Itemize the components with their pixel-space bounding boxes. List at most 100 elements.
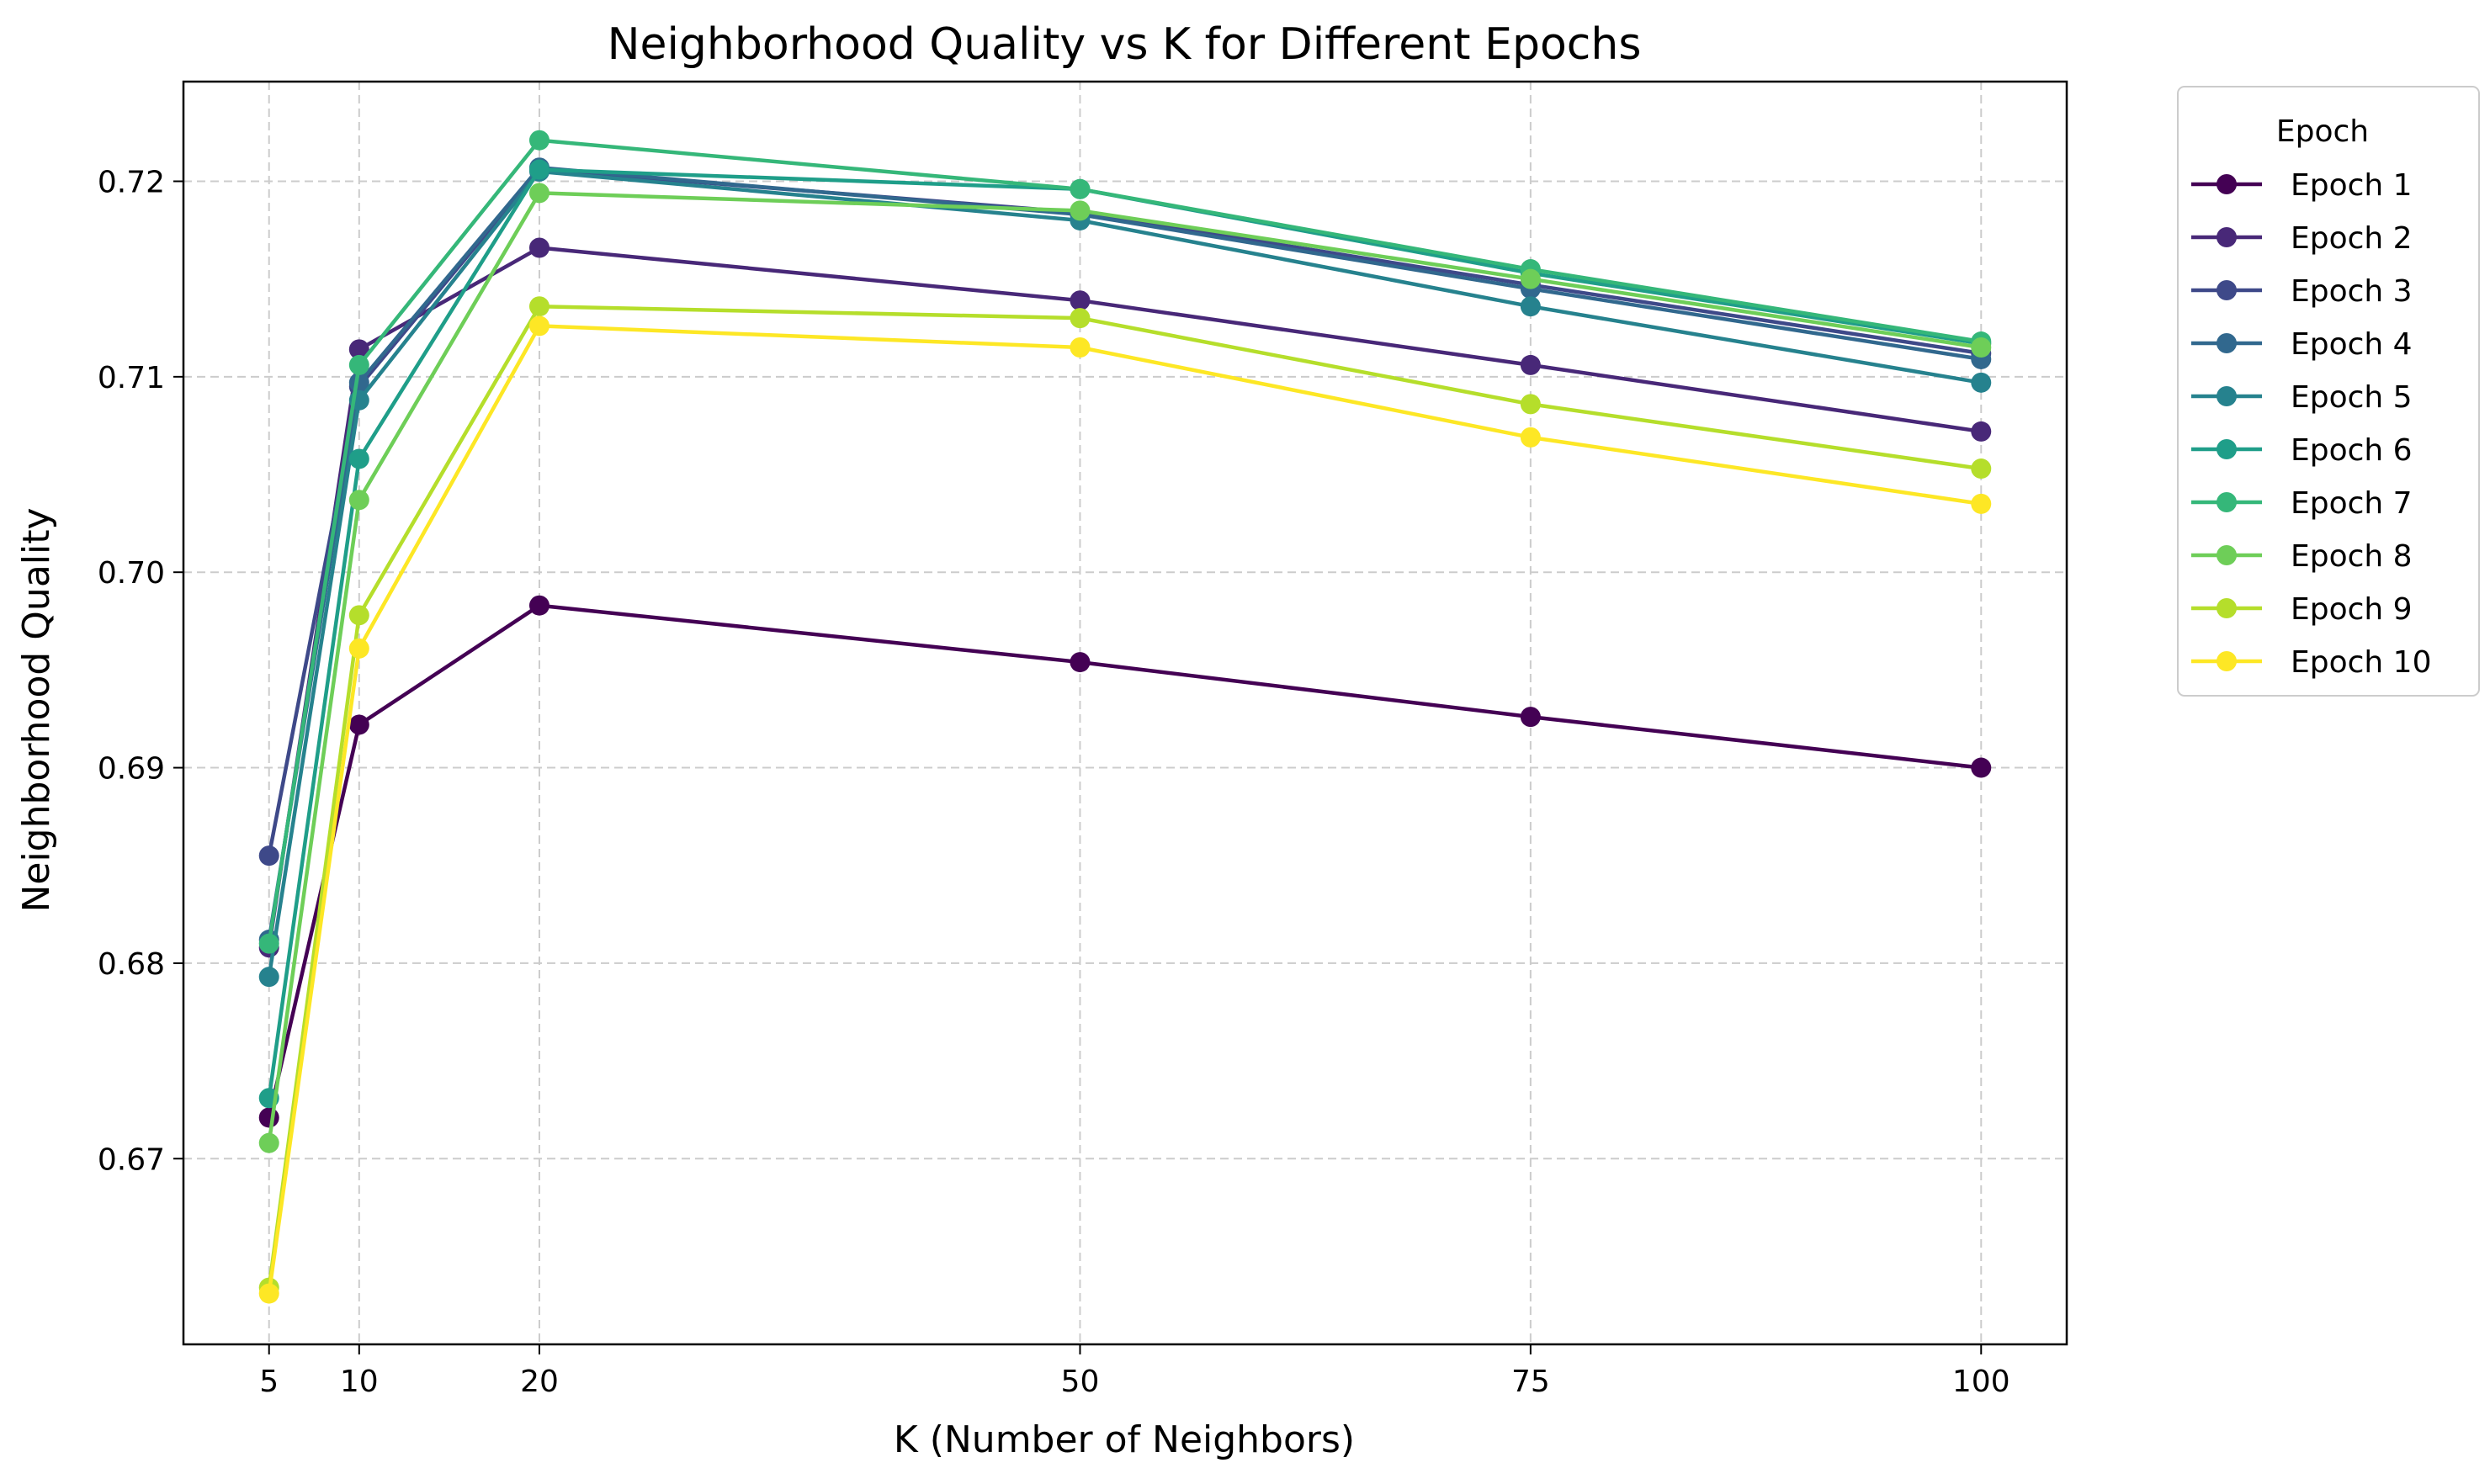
legend-items: Epoch 1 Epoch 2 Epoch 3 Epoch 4 Epoch 5 Epoch… [2191, 168, 2431, 680]
y-tick-label: 0.67 [98, 1142, 165, 1177]
data-point [258, 1107, 279, 1128]
legend-label: Epoch 6 [2291, 433, 2413, 468]
legend-label: Epoch 7 [2291, 486, 2413, 521]
x-axis-ticks: 5 10 20 50 75 100 [259, 1344, 2010, 1399]
data-point [258, 1132, 279, 1153]
data-point [1971, 493, 1992, 514]
y-tick-label: 0.71 [98, 361, 165, 395]
x-tick-label: 100 [1952, 1365, 2010, 1399]
data-point [1520, 707, 1541, 728]
legend-marker [2217, 280, 2237, 300]
chart-title: Neighborhood Quality vs K for Different … [608, 19, 1642, 70]
y-tick-label: 0.70 [98, 556, 165, 591]
data-point [1971, 757, 1992, 778]
y-axis-ticks: 0.67 0.68 0.69 0.70 0.71 0.72 [98, 166, 183, 1177]
series-line [267, 167, 1982, 1099]
data-point [528, 183, 549, 204]
data-point [348, 605, 369, 626]
series-line [267, 165, 1982, 941]
data-point [1520, 354, 1541, 375]
data-point [1070, 290, 1091, 311]
data-point [258, 845, 279, 867]
legend-label: Epoch 3 [2291, 274, 2413, 309]
data-point [348, 490, 369, 511]
data-point [258, 1283, 279, 1304]
data-point [1520, 268, 1541, 289]
legend-item-epoch-9: Epoch 9 [2191, 592, 2413, 627]
x-tick-label: 10 [340, 1365, 379, 1399]
data-point [1070, 308, 1091, 329]
legend-marker [2217, 386, 2237, 406]
legend-label: Epoch 1 [2291, 168, 2413, 203]
data-point [348, 339, 369, 360]
legend-marker [2217, 492, 2237, 512]
data-point [1520, 427, 1541, 448]
series-epoch-8 [258, 183, 1992, 1153]
legend-label: Epoch 5 [2291, 380, 2413, 415]
data-point [1070, 337, 1091, 358]
series-epoch-1 [258, 595, 1992, 1128]
data-point [348, 354, 369, 375]
legend-marker [2217, 227, 2237, 247]
legend-marker [2217, 174, 2237, 194]
x-tick-label: 75 [1511, 1365, 1550, 1399]
data-point [1070, 652, 1091, 673]
data-point [528, 315, 549, 337]
data-point [528, 159, 549, 180]
data-point [1971, 372, 1992, 393]
legend-marker [2217, 545, 2237, 565]
series-epoch-9 [258, 296, 1992, 1298]
data-point [528, 595, 549, 616]
series-line [267, 169, 1982, 978]
legend-label: Epoch 8 [2291, 539, 2413, 574]
legend-item-epoch-8: Epoch 8 [2191, 539, 2413, 574]
data-point [528, 130, 549, 151]
series-epoch-10 [258, 315, 1992, 1304]
series-line [267, 246, 1982, 948]
series-layer [258, 130, 1992, 1304]
plot-frame [182, 80, 2068, 1346]
data-point [528, 237, 549, 258]
legend-item-epoch-6: Epoch 6 [2191, 433, 2413, 468]
data-point [258, 933, 279, 954]
legend-item-epoch-3: Epoch 3 [2191, 274, 2413, 309]
y-tick-label: 0.68 [98, 947, 165, 982]
series-line [267, 324, 1982, 1294]
y-tick-label: 0.69 [98, 752, 165, 787]
legend-item-epoch-2: Epoch 2 [2191, 221, 2413, 256]
legend-label: Epoch 2 [2291, 221, 2413, 256]
data-point [1070, 200, 1091, 221]
data-point [1971, 458, 1992, 480]
series-line [267, 191, 1982, 1144]
x-tick-label: 5 [259, 1365, 279, 1399]
y-tick-label: 0.72 [98, 166, 165, 200]
series-line [267, 304, 1982, 1288]
data-point [1520, 394, 1541, 415]
data-point [1971, 421, 1992, 442]
y-axis-label: Neighborhood Quality [15, 507, 58, 912]
legend-title: Epoch [2276, 114, 2369, 149]
legend-item-epoch-10: Epoch 10 [2191, 645, 2431, 680]
data-point [1070, 178, 1091, 199]
x-axis-label: K (Number of Neighbors) [894, 1418, 1355, 1461]
legend-item-epoch-5: Epoch 5 [2191, 380, 2413, 415]
data-point [528, 296, 549, 317]
data-point [348, 448, 369, 469]
data-point [1520, 296, 1541, 317]
data-point [348, 714, 369, 735]
legend-label: Epoch 4 [2291, 327, 2413, 362]
x-tick-label: 20 [520, 1365, 559, 1399]
series-line [267, 603, 1982, 1119]
grid [183, 82, 2067, 1344]
legend-marker [2217, 333, 2237, 353]
data-point [1971, 337, 1992, 358]
data-point [258, 967, 279, 988]
series-line [267, 138, 1982, 945]
legend-item-epoch-7: Epoch 7 [2191, 486, 2413, 521]
x-tick-label: 50 [1061, 1365, 1100, 1399]
data-point [348, 638, 369, 659]
legend-marker [2217, 598, 2237, 618]
legend-marker [2217, 651, 2237, 671]
